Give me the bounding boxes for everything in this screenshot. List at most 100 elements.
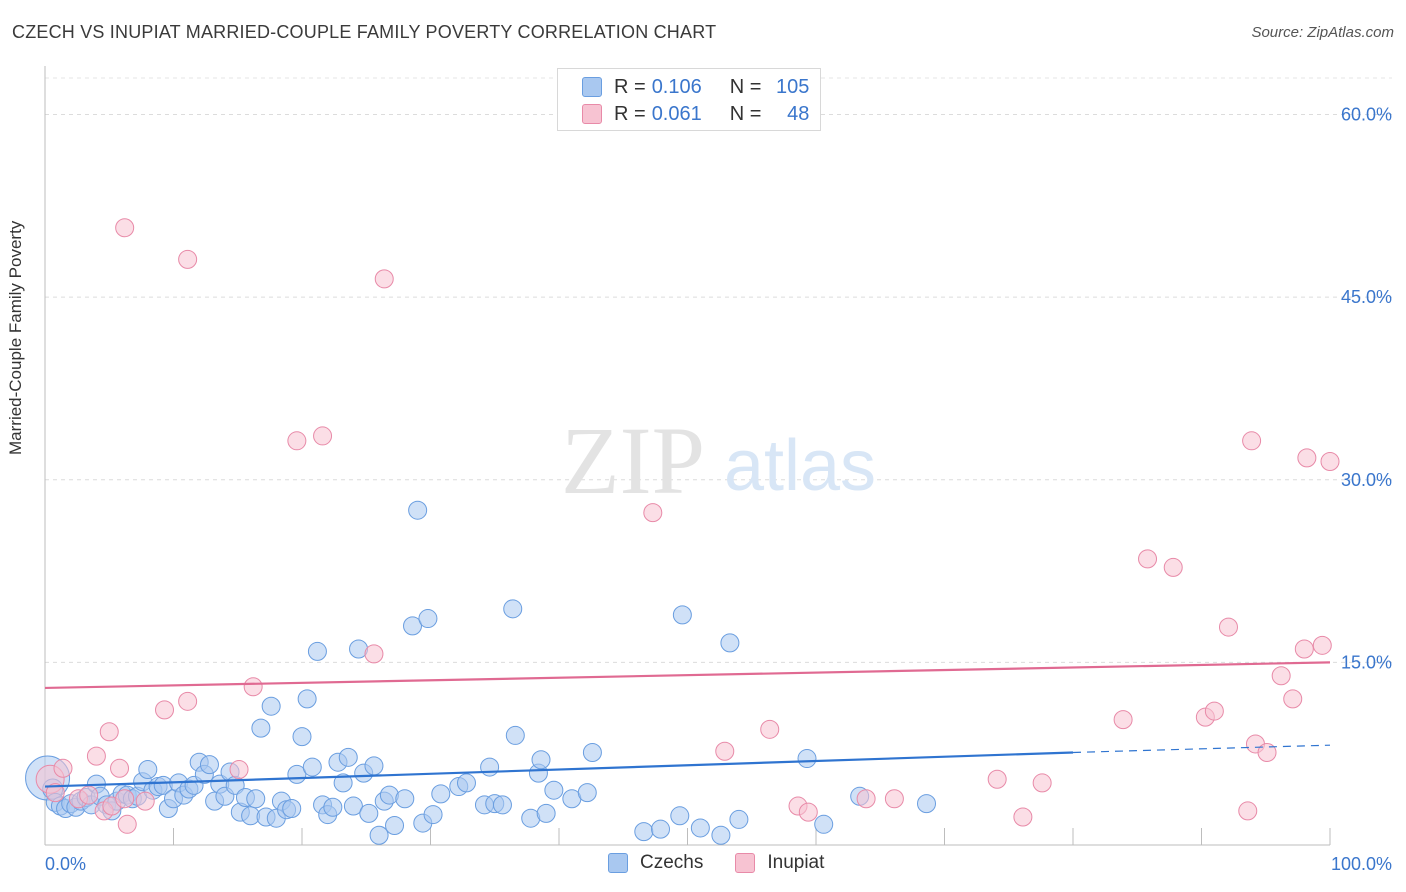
point-inupiat bbox=[313, 426, 333, 446]
point-inupiat bbox=[178, 691, 198, 711]
point-czechs bbox=[369, 825, 389, 845]
point-inupiat bbox=[856, 789, 876, 809]
point-inupiat bbox=[1257, 742, 1277, 762]
point-inupiat bbox=[243, 677, 263, 697]
point-czechs bbox=[797, 749, 817, 769]
y-tick-label: 30.0% bbox=[1341, 470, 1392, 490]
point-inupiat bbox=[715, 741, 735, 761]
legend-row-czechs: R = 0.106 N = 105 bbox=[582, 75, 809, 99]
watermark: ZIP atlas bbox=[561, 407, 876, 514]
point-inupiat bbox=[364, 644, 384, 664]
point-czechs bbox=[503, 599, 523, 619]
point-inupiat bbox=[1113, 710, 1133, 730]
legend-swatch-czechs bbox=[582, 77, 602, 97]
point-czechs bbox=[690, 818, 710, 838]
point-inupiat bbox=[1297, 448, 1317, 468]
point-czechs bbox=[408, 500, 428, 520]
point-inupiat bbox=[45, 783, 65, 803]
point-czechs bbox=[480, 757, 500, 777]
point-inupiat bbox=[86, 746, 106, 766]
point-czechs bbox=[729, 809, 749, 829]
point-inupiat bbox=[155, 700, 175, 720]
trend-line-czechs bbox=[44, 751, 1074, 788]
r-value: 0.106 bbox=[651, 75, 702, 98]
point-inupiat bbox=[1320, 452, 1340, 471]
point-inupiat bbox=[287, 431, 307, 451]
legend-item-inupiat[interactable]: Inupiat bbox=[735, 852, 824, 874]
watermark-zip: ZIP bbox=[561, 407, 705, 514]
point-inupiat bbox=[79, 785, 99, 805]
x-tick-label: 100.0% bbox=[1331, 854, 1392, 874]
point-czechs bbox=[297, 689, 317, 709]
data-points bbox=[25, 218, 1340, 845]
legend-row-inupiat: R = 0.061 N = 48 bbox=[582, 102, 809, 126]
point-inupiat bbox=[1312, 635, 1332, 655]
point-czechs bbox=[323, 797, 343, 817]
point-inupiat bbox=[760, 719, 780, 739]
r-label: R = bbox=[614, 102, 646, 125]
point-inupiat bbox=[643, 503, 663, 523]
point-inupiat bbox=[884, 789, 904, 809]
point-inupiat bbox=[987, 769, 1007, 789]
y-tick-label: 45.0% bbox=[1341, 287, 1392, 307]
point-czechs bbox=[505, 725, 525, 745]
point-inupiat bbox=[1271, 666, 1291, 686]
point-inupiat bbox=[1283, 689, 1303, 709]
point-czechs bbox=[544, 780, 564, 800]
n-label: N = bbox=[729, 75, 762, 98]
r-label: R = bbox=[614, 75, 646, 98]
point-czechs bbox=[423, 805, 443, 825]
point-inupiat bbox=[178, 249, 198, 269]
point-inupiat bbox=[115, 218, 135, 238]
legend-swatch-inupiat bbox=[582, 104, 602, 124]
point-czechs bbox=[333, 773, 353, 793]
r-value: 0.061 bbox=[651, 102, 702, 125]
point-czechs bbox=[403, 616, 423, 636]
point-czechs bbox=[711, 825, 731, 845]
point-inupiat bbox=[1013, 807, 1033, 827]
point-czechs bbox=[251, 718, 271, 738]
point-czechs bbox=[338, 747, 358, 767]
correlation-legend: R = 0.106 N = 105 R = 0.061 N = 48 bbox=[557, 68, 821, 131]
point-inupiat bbox=[1238, 801, 1258, 821]
point-czechs bbox=[282, 798, 302, 818]
point-czechs bbox=[261, 696, 281, 716]
series-legend: Czechs Inupiat bbox=[608, 852, 856, 874]
legend-item-czechs[interactable]: Czechs bbox=[608, 852, 703, 874]
point-czechs bbox=[670, 806, 690, 826]
point-inupiat bbox=[115, 789, 135, 809]
point-inupiat bbox=[1138, 549, 1158, 569]
trend-lines bbox=[44, 661, 1331, 788]
point-czechs bbox=[720, 633, 740, 653]
point-inupiat bbox=[110, 758, 130, 778]
point-czechs bbox=[582, 742, 602, 762]
point-czechs bbox=[138, 760, 158, 780]
point-czechs bbox=[456, 773, 476, 793]
point-czechs bbox=[307, 641, 327, 661]
trend-line-inupiat bbox=[44, 661, 1331, 690]
point-czechs bbox=[199, 755, 219, 775]
legend-swatch-inupiat bbox=[735, 853, 756, 873]
point-czechs bbox=[343, 796, 363, 816]
y-axis-label: Married-Couple Family Poverty bbox=[6, 220, 25, 455]
n-value: 105 bbox=[776, 75, 810, 98]
n-label: N = bbox=[729, 102, 762, 125]
gridlines bbox=[45, 77, 1392, 663]
legend-swatch-czechs bbox=[608, 853, 628, 873]
point-inupiat bbox=[798, 802, 818, 822]
point-inupiat bbox=[1163, 557, 1183, 577]
point-inupiat bbox=[99, 722, 119, 742]
point-czechs bbox=[672, 605, 692, 625]
point-czechs bbox=[359, 803, 379, 823]
point-inupiat bbox=[1218, 617, 1238, 637]
point-czechs bbox=[634, 822, 654, 842]
y-tick-label: 60.0% bbox=[1341, 105, 1392, 125]
axes bbox=[44, 66, 1331, 846]
y-tick-label: 15.0% bbox=[1341, 652, 1392, 672]
point-czechs bbox=[364, 756, 384, 776]
point-inupiat bbox=[117, 814, 137, 834]
point-inupiat bbox=[1032, 773, 1052, 793]
point-czechs bbox=[385, 816, 405, 836]
source-label: Source: ZipAtlas.com bbox=[1251, 24, 1394, 41]
